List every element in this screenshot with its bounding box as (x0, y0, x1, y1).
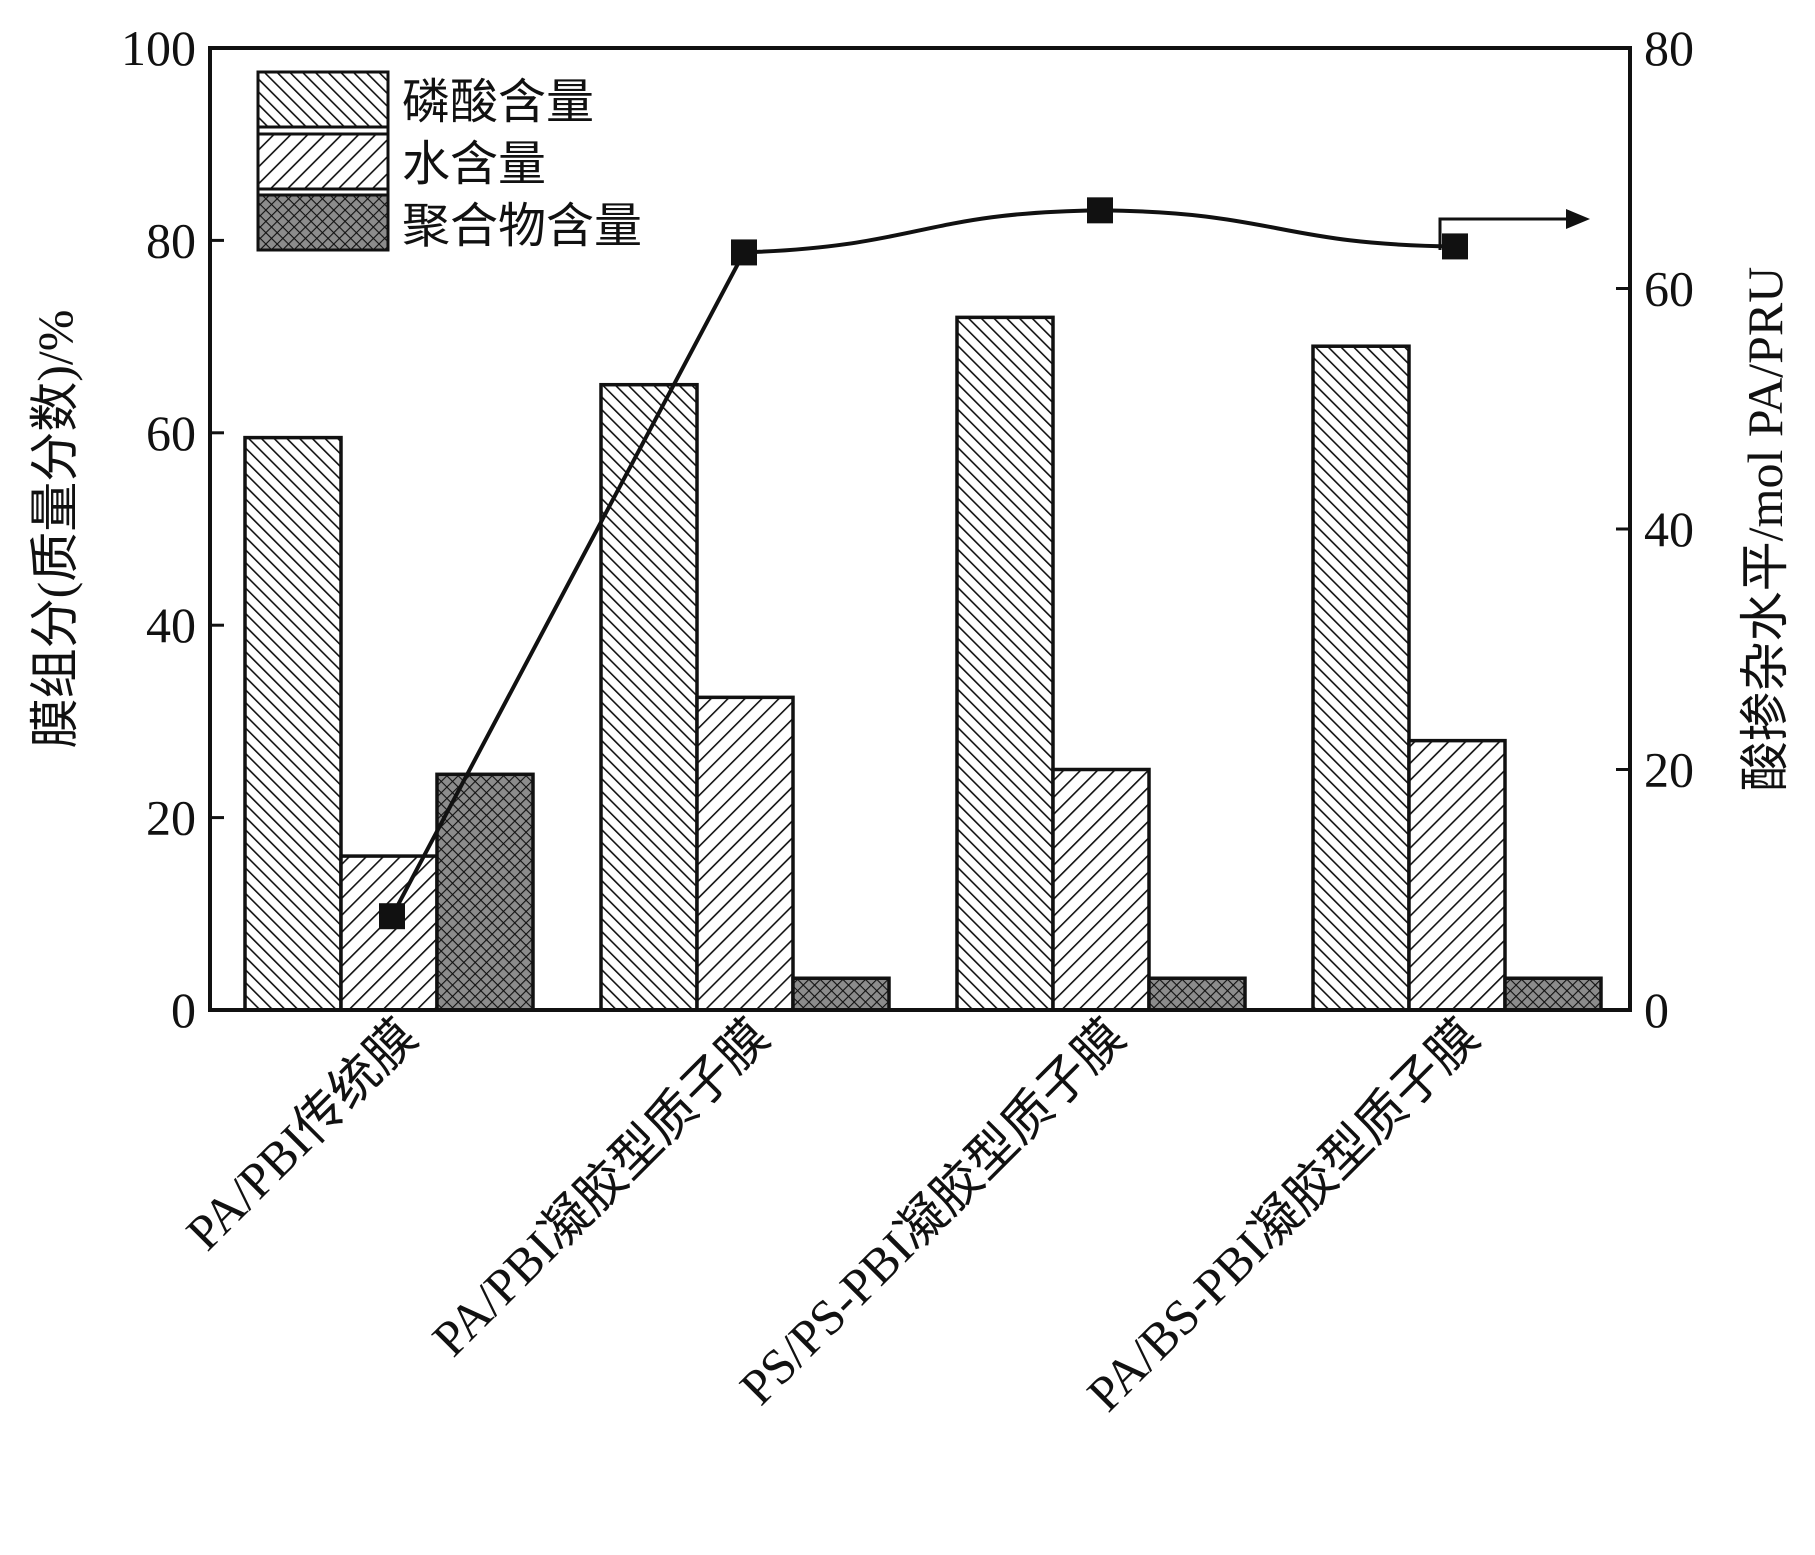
bar-s2-c2 (1147, 976, 1247, 1012)
right-axis-arrow (1438, 209, 1590, 250)
bar-s0-c2 (955, 315, 1055, 1012)
right-tick-label-40: 40 (1644, 501, 1694, 557)
doping-level-line (390, 208, 1456, 918)
bar-s0-c3 (1311, 344, 1411, 1012)
left-y-axis: 0 20 40 60 80 100 (121, 20, 224, 1038)
bar-s0-c1 (599, 382, 699, 1012)
left-tick-label-0: 0 (171, 982, 196, 1038)
right-tick-label-80: 80 (1644, 20, 1694, 76)
right-tick-label-60: 60 (1644, 261, 1694, 317)
left-tick-label-20: 20 (146, 790, 196, 846)
legend-label-phosphoric-acid: 磷酸含量 (402, 76, 594, 129)
bar-s1-c3 (1407, 738, 1507, 1012)
doping-level-point-3 (1442, 233, 1468, 260)
category-label-ps-ps-pbi: PS/PS-PBI凝胶型质子膜 (729, 1008, 1136, 1415)
category-label-pa-bs-pbi: PA/BS-PBI凝胶型质子膜 (1076, 1008, 1490, 1422)
bar-s2-c1 (791, 976, 891, 1012)
bar-s0-c0 (243, 435, 343, 1012)
bars-layer (243, 315, 1603, 1012)
bar-s1-c2 (1051, 767, 1151, 1012)
legend-swatch-polymer (256, 193, 390, 252)
doping-level-point-0 (379, 903, 405, 930)
doping-level-point-1 (731, 239, 757, 266)
y-axis-title-left: 膜组分(质量分数)/% (27, 310, 83, 749)
line-layer (379, 197, 1468, 930)
left-tick-label-60: 60 (146, 405, 196, 461)
x-axis-labels: PA/PBI传统膜PA/PBI凝胶型质子膜PS/PS-PBI凝胶型质子膜PA/B… (175, 1008, 1489, 1422)
doping-level-point-2 (1087, 197, 1113, 224)
legend-label-polymer: 聚合物含量 (402, 200, 642, 253)
category-label-pa-pbi: PA/PBI传统膜 (175, 1008, 427, 1260)
bar-s2-c3 (1503, 976, 1603, 1012)
legend: 磷酸含量 水含量 聚合物含量 (256, 70, 642, 253)
left-tick-label-40: 40 (146, 597, 196, 653)
bar-s1-c1 (695, 695, 795, 1012)
legend-swatch-water (256, 132, 390, 191)
right-tick-label-20: 20 (1644, 742, 1694, 798)
right-y-axis: 0 20 40 60 80 (1616, 20, 1694, 1038)
bar-s2-c0 (435, 772, 535, 1012)
legend-label-water: 水含量 (402, 138, 546, 191)
left-tick-label-100: 100 (121, 20, 196, 76)
category-label-pa-pbi: PA/PBI凝胶型质子膜 (421, 1008, 780, 1367)
bar-s1-c0 (339, 854, 439, 1012)
right-tick-label-0: 0 (1644, 982, 1669, 1038)
left-tick-label-80: 80 (146, 212, 196, 268)
legend-swatch-phosphoric-acid (256, 70, 390, 129)
y-axis-title-right: 酸掺杂水平/mol PA/PRU (1737, 267, 1793, 792)
